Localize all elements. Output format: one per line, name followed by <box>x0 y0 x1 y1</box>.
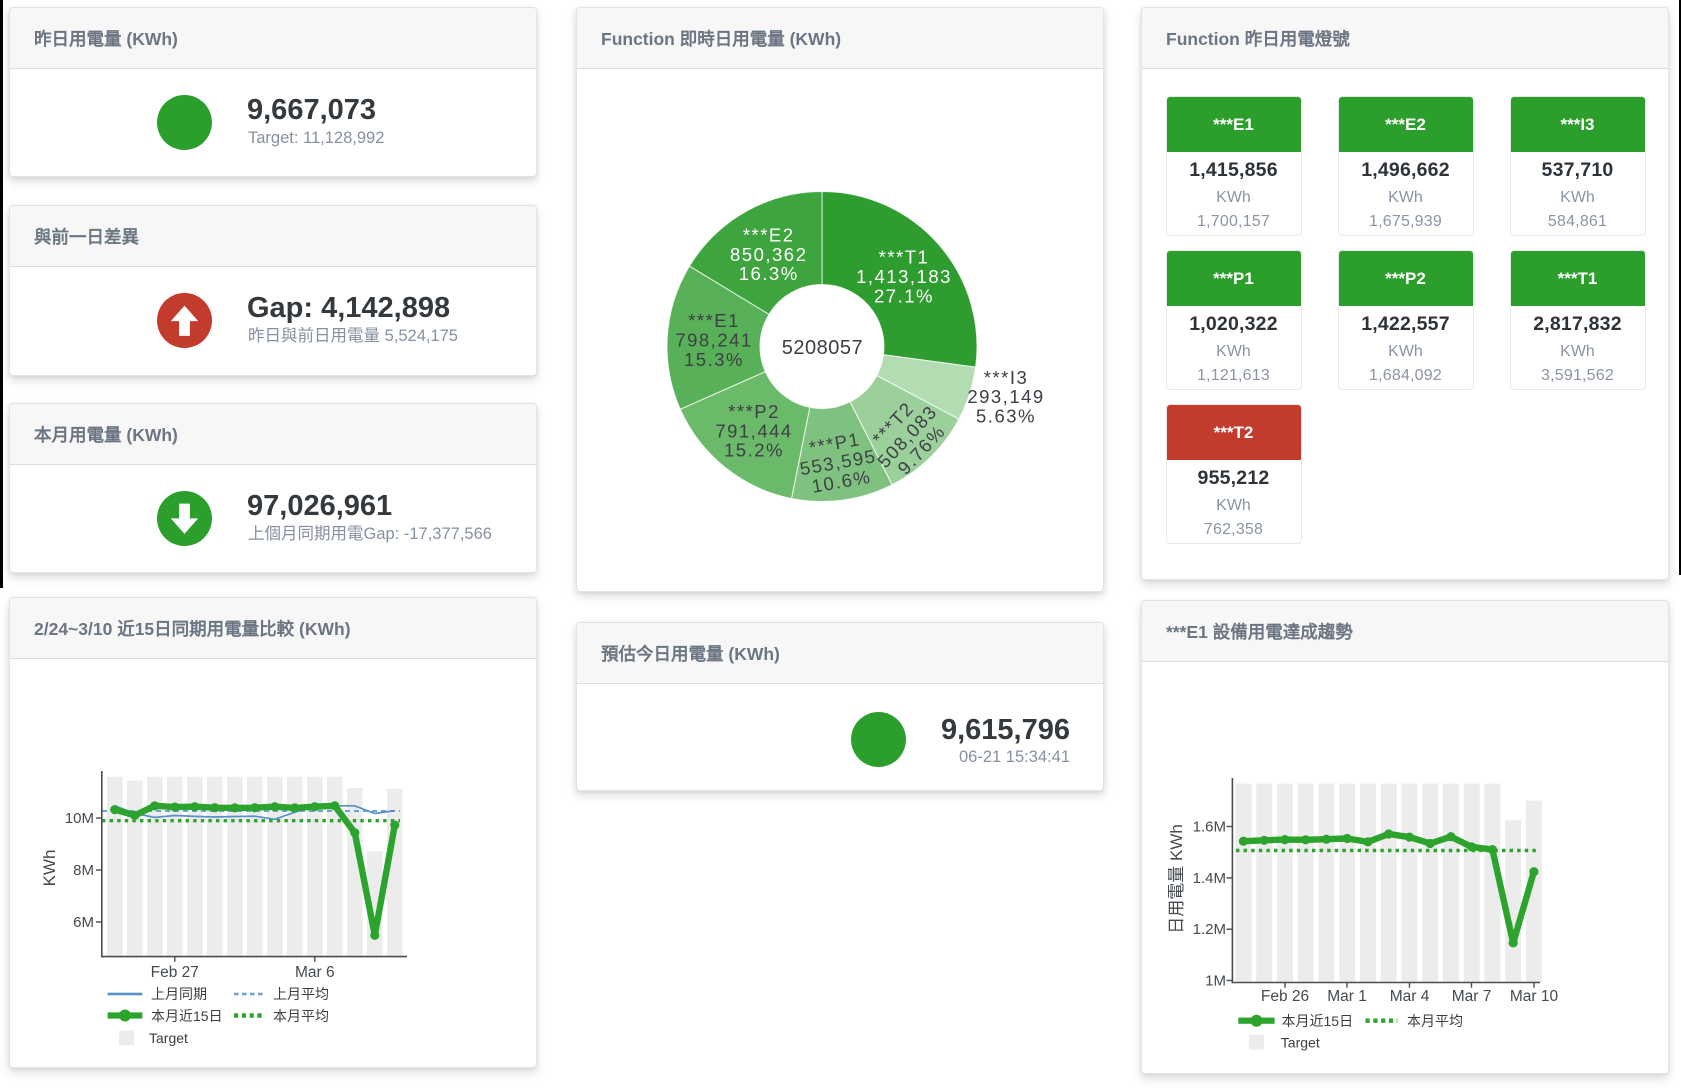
svg-text:1.2M: 1.2M <box>1193 921 1226 938</box>
svg-text:1.4M: 1.4M <box>1193 870 1226 887</box>
svg-text:6M: 6M <box>73 914 94 931</box>
svg-text:10M: 10M <box>65 810 94 827</box>
svg-text:Mar 4: Mar 4 <box>1390 988 1430 1005</box>
svg-text:上月同期: 上月同期 <box>151 986 207 1002</box>
svg-text:日用電量 KWh: 日用電量 KWh <box>1167 824 1186 934</box>
svg-text:1.6M: 1.6M <box>1193 819 1226 836</box>
svg-text:***E2: ***E2 <box>743 224 795 245</box>
svg-text:293,149: 293,149 <box>967 386 1044 407</box>
svg-text:15.2%: 15.2% <box>724 440 784 461</box>
svg-text:Feb 26: Feb 26 <box>1261 988 1309 1005</box>
svg-text:798,241: 798,241 <box>675 330 752 351</box>
svg-text:***I3: ***I3 <box>984 367 1029 388</box>
svg-text:本月平均: 本月平均 <box>1407 1013 1463 1029</box>
svg-text:KWh: KWh <box>40 850 59 887</box>
svg-text:Feb 27: Feb 27 <box>151 964 199 981</box>
svg-text:16.3%: 16.3% <box>739 263 799 284</box>
svg-text:791,444: 791,444 <box>715 420 792 441</box>
svg-text:Mar 6: Mar 6 <box>295 964 335 981</box>
svg-text:Target: Target <box>1281 1035 1320 1051</box>
svg-text:Mar 1: Mar 1 <box>1327 988 1367 1005</box>
svg-text:27.1%: 27.1% <box>874 285 934 306</box>
svg-text:***E1: ***E1 <box>688 310 740 331</box>
svg-text:本月近15日: 本月近15日 <box>1282 1013 1354 1029</box>
svg-text:Target: Target <box>149 1030 188 1046</box>
svg-text:本月平均: 本月平均 <box>273 1008 329 1024</box>
svg-text:5208057: 5208057 <box>782 337 863 359</box>
svg-text:Mar 10: Mar 10 <box>1510 988 1559 1005</box>
svg-text:本月近15日: 本月近15日 <box>151 1008 223 1024</box>
svg-text:8M: 8M <box>73 862 94 879</box>
svg-text:15.3%: 15.3% <box>684 349 744 370</box>
svg-text:上月平均: 上月平均 <box>273 986 329 1002</box>
svg-text:1,413,183: 1,413,183 <box>856 266 952 287</box>
svg-text:1M: 1M <box>1205 973 1226 990</box>
svg-text:5.63%: 5.63% <box>976 406 1036 427</box>
svg-text:***T1: ***T1 <box>879 247 930 268</box>
svg-text:850,362: 850,362 <box>730 244 807 265</box>
svg-text:***P2: ***P2 <box>728 401 780 422</box>
svg-text:Mar 7: Mar 7 <box>1452 988 1492 1005</box>
